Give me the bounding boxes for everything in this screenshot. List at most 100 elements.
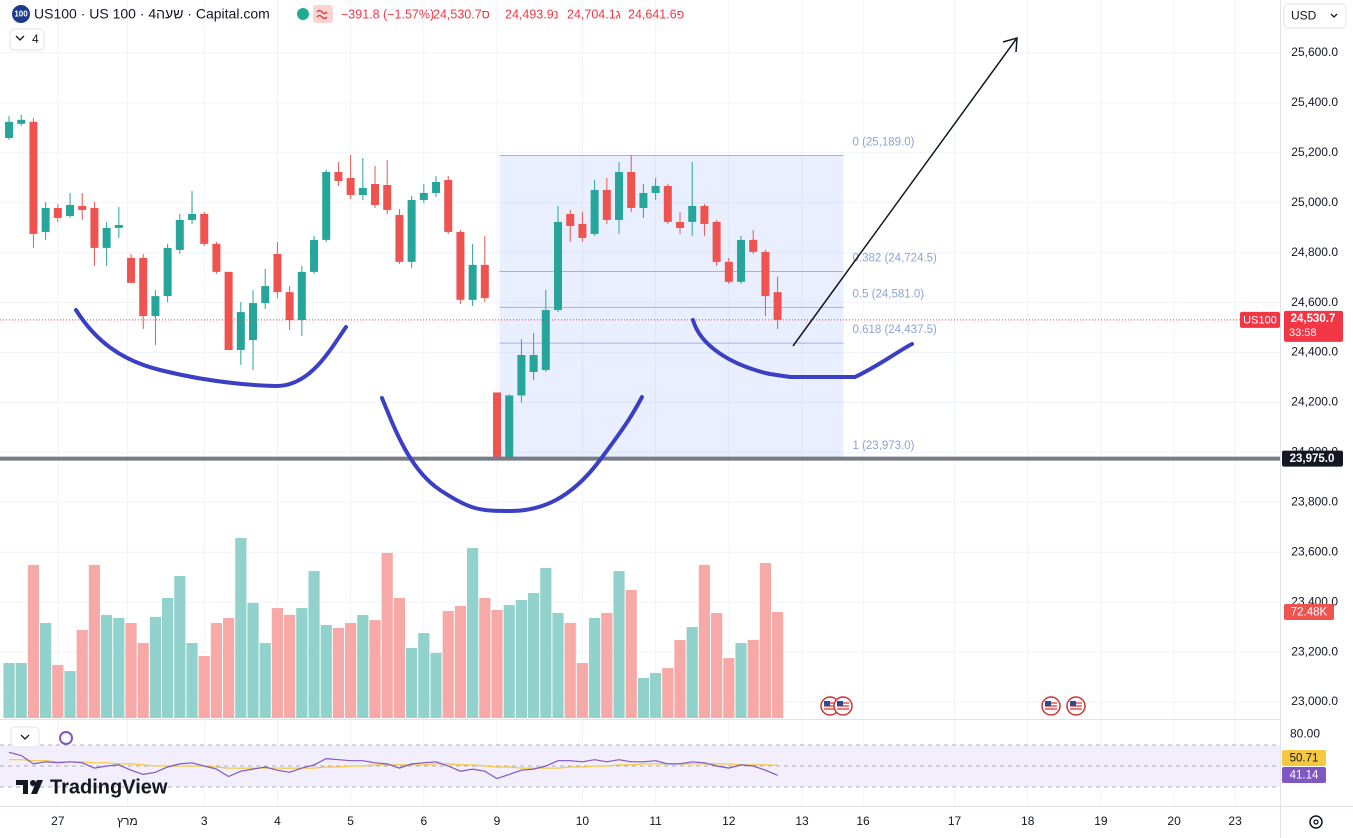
gear-ring[interactable] bbox=[1309, 815, 1323, 829]
candle-body bbox=[688, 205, 697, 222]
candle-body bbox=[249, 303, 258, 341]
candle-body bbox=[224, 271, 233, 351]
ohlc-value: 24,530.7ס bbox=[433, 7, 490, 21]
candle-body bbox=[297, 271, 306, 321]
arrow-line bbox=[792, 37, 1018, 347]
candle-body bbox=[578, 223, 587, 238]
volume-bar bbox=[772, 612, 784, 718]
volume-bar bbox=[698, 564, 711, 718]
candle-body bbox=[773, 292, 782, 320]
volume-bar bbox=[27, 564, 40, 718]
volume-bar bbox=[149, 616, 162, 718]
candle-body bbox=[188, 213, 197, 220]
symbol-title: US100 · US 100 · 4שעה · Capital.com bbox=[34, 6, 270, 22]
candle-body bbox=[285, 292, 294, 321]
volume-bar bbox=[259, 642, 271, 718]
volume-bar bbox=[454, 605, 467, 718]
volume-bar bbox=[76, 629, 88, 718]
candle-layer bbox=[5, 114, 782, 460]
volume-bar bbox=[186, 642, 198, 718]
currency-box[interactable] bbox=[1283, 3, 1347, 29]
candle-body bbox=[700, 205, 709, 224]
symbol-pill-label: US100 bbox=[1243, 314, 1277, 326]
candle-body bbox=[236, 312, 245, 351]
volume-bar bbox=[174, 576, 186, 718]
volume-bar bbox=[406, 647, 418, 718]
event-flag bbox=[1066, 696, 1086, 716]
market-status bbox=[297, 8, 309, 20]
candle-body bbox=[5, 121, 14, 139]
candle-body bbox=[358, 187, 367, 195]
candle-body bbox=[175, 219, 184, 250]
candle-body bbox=[66, 204, 75, 216]
x-tick-label: 5 bbox=[347, 814, 354, 828]
drawn-curve bbox=[380, 395, 644, 514]
candle-body bbox=[334, 172, 343, 181]
candle-body bbox=[480, 264, 489, 299]
candle-body bbox=[505, 395, 514, 460]
volume-bar bbox=[357, 614, 369, 718]
x-tick-label: 17 bbox=[948, 814, 962, 828]
volume-bar bbox=[552, 613, 564, 718]
volume-bar bbox=[479, 597, 491, 718]
volume-bar bbox=[88, 564, 101, 718]
drawn-curve bbox=[74, 308, 348, 389]
hline-pill bbox=[1282, 450, 1343, 467]
x-tick-label: 16 bbox=[856, 814, 870, 828]
price-change: −391.8 (−1.57%) bbox=[341, 7, 434, 21]
volume-bar bbox=[467, 547, 479, 718]
candle-body bbox=[602, 189, 611, 220]
candle-body bbox=[541, 310, 550, 370]
volume-bar bbox=[284, 614, 296, 718]
settings-gear[interactable] bbox=[1309, 815, 1323, 829]
y-tick-label: 24,200.0 bbox=[1291, 395, 1338, 409]
header: 100 US100 · US 100 · 4שעה · Capital.com … bbox=[9, 3, 1347, 51]
volume-bar bbox=[64, 671, 76, 718]
volume-bar bbox=[589, 617, 601, 718]
arrow-head bbox=[1002, 36, 1018, 53]
x-tick-label: 27 bbox=[51, 814, 65, 828]
candle-body bbox=[17, 119, 26, 124]
delay-icon bbox=[316, 9, 328, 20]
volume-bar bbox=[210, 622, 223, 718]
symbol-pill bbox=[1240, 311, 1280, 328]
volume-bar bbox=[576, 663, 589, 718]
indicator-toggle[interactable]: 4 bbox=[9, 28, 45, 51]
candle-body bbox=[529, 355, 538, 372]
collapse-button[interactable] bbox=[10, 726, 40, 748]
volume-bar bbox=[430, 652, 442, 718]
volume-bar bbox=[637, 677, 650, 718]
ohlc-value: 24,704.1ג bbox=[567, 7, 621, 21]
refresh-icon[interactable] bbox=[59, 731, 73, 745]
volume-bar bbox=[393, 597, 406, 718]
currency-select[interactable]: USD bbox=[1283, 3, 1347, 29]
volume-bar bbox=[125, 622, 137, 718]
x-tick-label: 9 bbox=[494, 814, 501, 828]
fib-label: 1 (23,973.0) bbox=[852, 440, 914, 452]
logo-dot bbox=[30, 780, 36, 786]
x-tick-label: 10 bbox=[576, 814, 590, 828]
candle-body bbox=[261, 286, 270, 304]
volume-bar bbox=[491, 609, 503, 718]
volume-pill bbox=[1284, 604, 1334, 620]
volume-bar bbox=[332, 627, 345, 718]
candle-body bbox=[200, 213, 209, 244]
candle-body bbox=[407, 199, 416, 262]
volume-bar bbox=[40, 622, 52, 718]
overlay-layer bbox=[0, 319, 1280, 461]
candle-body bbox=[395, 214, 404, 262]
candle-body bbox=[651, 185, 660, 193]
y-tick-label: 24,800.0 bbox=[1291, 245, 1338, 259]
volume-bar bbox=[503, 604, 515, 718]
indicator-toggle-box[interactable] bbox=[9, 28, 45, 51]
x-tick-label: 20 bbox=[1167, 814, 1181, 828]
volume-layer bbox=[3, 538, 784, 718]
rsi-pill bbox=[1282, 750, 1326, 766]
currency-label: USD bbox=[1291, 9, 1317, 23]
candle-body bbox=[371, 183, 380, 205]
symbol-icon-text: 100 bbox=[14, 10, 28, 19]
y-tick-label: 25,000.0 bbox=[1291, 195, 1338, 209]
chevron bbox=[1330, 13, 1338, 18]
